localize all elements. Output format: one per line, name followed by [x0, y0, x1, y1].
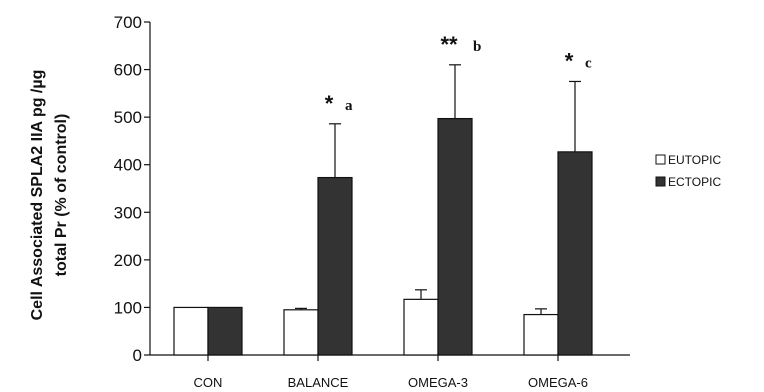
y-axis-label-line-1: Cell Associated SPLA2 IIA pg /µg [29, 70, 46, 321]
significance-letter: a [345, 98, 353, 114]
bar-eutopic-omega-3 [403, 298, 439, 356]
y-tick-label: 0 [133, 346, 142, 365]
axes: 0 100 200 300 400 500 600 700 CON BALANCE OMEGA-3 O… [114, 13, 630, 390]
significance-letter: c [585, 55, 592, 71]
legend-label-ectopic: ECTOPIC [668, 175, 721, 189]
y-tick-label: 700 [114, 13, 142, 32]
bar-eutopic-omega-6 [523, 313, 559, 356]
bars [173, 64, 593, 356]
bar-eutopic-balance [283, 309, 319, 356]
y-tick-label: 100 [114, 298, 142, 317]
x-tick-label: OMEGA-3 [408, 375, 468, 390]
y-tick-label: 500 [114, 108, 142, 127]
x-tick-label: OMEGA-6 [528, 375, 588, 390]
y-tick-label: 400 [114, 156, 142, 175]
legend-swatch-eutopic [655, 154, 666, 165]
y-tick-label: 300 [114, 203, 142, 222]
bar-ectopic-omega-3 [437, 117, 473, 356]
significance-stars: * [565, 48, 574, 73]
y-tick-label: 200 [114, 251, 142, 270]
x-tick-label: BALANCE [288, 375, 349, 390]
y-axis-label-line-2: total Pr (% of control) [53, 114, 70, 277]
significance-stars: ** [440, 32, 458, 57]
legend: EUTOPIC ECTOPIC [655, 153, 721, 189]
legend-swatch-ectopic [655, 176, 666, 187]
bar-ectopic-balance [317, 176, 353, 356]
y-axis-label: Cell Associated SPLA2 IIA pg /µg total P… [29, 70, 70, 321]
significance-stars: * [325, 91, 334, 116]
y-tick-label: 600 [114, 61, 142, 80]
x-tick-label: CON [194, 375, 223, 390]
significance-annotations: * a ** b * c [325, 32, 592, 116]
significance-letter: b [473, 39, 481, 55]
bar-ectopic-omega-6 [557, 151, 593, 356]
bar-ectopic-con [207, 306, 243, 356]
legend-label-eutopic: EUTOPIC [668, 153, 721, 167]
bar-eutopic-con [173, 306, 209, 356]
